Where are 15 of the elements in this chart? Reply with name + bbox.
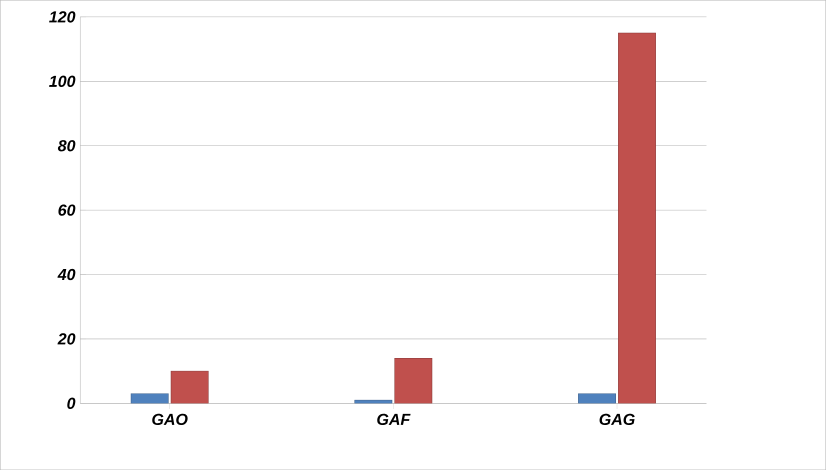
y-tick-label: 0 [67, 398, 76, 409]
bar [578, 393, 616, 404]
y-tick-label: 120 [49, 11, 76, 22]
y-tick-label: 20 [57, 333, 76, 344]
bar [394, 358, 432, 404]
y-tick-label: 60 [58, 204, 76, 216]
y-tick-label: 100 [49, 76, 76, 87]
x-tick-label: GAG [600, 414, 635, 425]
y-tick-label: 80 [58, 140, 76, 152]
x-tick-label: GAF [377, 414, 411, 425]
bar [618, 32, 656, 404]
y-tick-label: 40 [57, 268, 76, 280]
bar [170, 370, 209, 404]
x-tick-label: GAO [152, 414, 188, 425]
bar [130, 393, 169, 404]
